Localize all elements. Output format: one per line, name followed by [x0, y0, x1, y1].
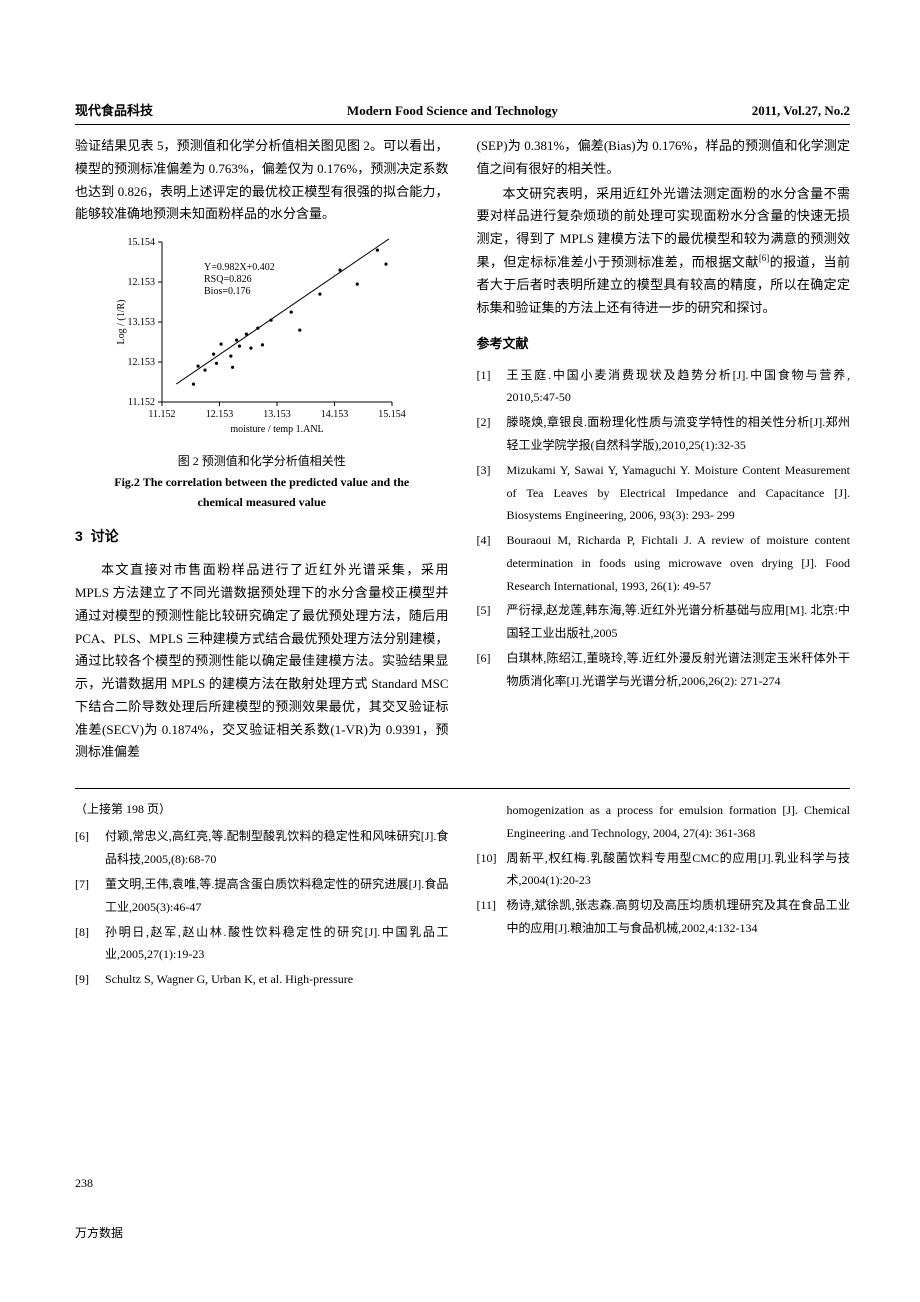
ref-text: Schultz S, Wagner G, Urban K, et al. Hig…: [105, 968, 449, 991]
ref-number: [2]: [477, 411, 507, 457]
reference-item: [8]孙明日,赵军,赵山林.酸性饮料稳定性的研究[J].中国乳品工业,2005,…: [75, 921, 449, 967]
running-header: 现代食品科技 Modern Food Science and Technolog…: [75, 100, 850, 125]
reference-item: [3]Mizukami Y, Sawai Y, Yamaguchi Y. Moi…: [477, 459, 851, 527]
reference-item: [9]Schultz S, Wagner G, Urban K, et al. …: [75, 968, 449, 991]
discussion-p1: 本文直接对市售面粉样品进行了近红外光谱采集，采用 MPLS 方法建立了不同光谱数…: [75, 559, 449, 764]
main-columns: 验证结果见表 5，预测值和化学分析值相关图见图 2。可以看出，模型的预测标准偏差…: [75, 135, 850, 766]
section-divider: [75, 788, 850, 789]
ref-text: 付颖,常忠义,高红亮,等.配制型酸乳饮料的稳定性和风味研究[J].食品科技,20…: [105, 825, 449, 871]
ref-text: Mizukami Y, Sawai Y, Yamaguchi Y. Moistu…: [507, 459, 851, 527]
ref-text: homogenization as a process for emulsion…: [507, 799, 851, 845]
svg-text:Y=0.982X+0.402: Y=0.982X+0.402: [204, 262, 275, 273]
references-list: [1]王玉庭.中国小麦消费现状及趋势分析[J].中国食物与营养, 2010,5:…: [477, 364, 851, 693]
ref-number: [7]: [75, 873, 105, 919]
ref-text: 杨诗,斌徐凯,张志森.高剪切及高压均质机理研究及其在食品工业中的应用[J].粮油…: [507, 894, 851, 940]
svg-text:15.154: 15.154: [378, 409, 406, 420]
para-cont: 验证结果见表 5，预测值和化学分析值相关图见图 2。可以看出，模型的预测标准偏差…: [75, 135, 449, 226]
continued-refs-right: homogenization as a process for emulsion…: [477, 799, 851, 940]
journal-name-en: Modern Food Science and Technology: [347, 100, 558, 122]
svg-text:12.153: 12.153: [206, 409, 234, 420]
right-p1: (SEP)为 0.381%，偏差(Bias)为 0.176%，样品的预测值和化学…: [477, 135, 851, 181]
svg-text:Log / (1/R): Log / (1/R): [116, 300, 127, 345]
ref-number: [5]: [477, 599, 507, 645]
svg-text:RSQ=0.826: RSQ=0.826: [204, 274, 252, 285]
ref-number: [9]: [75, 968, 105, 991]
ref-text: 王玉庭.中国小麦消费现状及趋势分析[J].中国食物与营养, 2010,5:47-…: [507, 364, 851, 410]
right-p2: 本文研究表明，采用近红外光谱法测定面粉的水分含量不需要对样品进行复杂烦琐的前处理…: [477, 183, 851, 320]
fig2-caption-en-1: Fig.2 The correlation between the predic…: [75, 473, 449, 491]
svg-text:13.153: 13.153: [127, 317, 155, 328]
page-number: 238: [75, 1176, 93, 1190]
svg-text:Bios=0.176: Bios=0.176: [204, 286, 250, 297]
ref-text: 白琪林,陈绍江,董晓玲,等.近红外漫反射光谱法测定玉米秆体外干物质消化率[J].…: [507, 647, 851, 693]
ref-number: [1]: [477, 364, 507, 410]
section-num: 3: [75, 528, 83, 544]
reference-item: [1]王玉庭.中国小麦消费现状及趋势分析[J].中国食物与营养, 2010,5:…: [477, 364, 851, 410]
svg-text:11.152: 11.152: [128, 397, 155, 408]
scatter-chart: 11.152 12.153 13.153 14.153 15.154 11.152 12.1…: [112, 232, 412, 447]
section-title: 讨论: [91, 528, 119, 544]
svg-text:12.153: 12.153: [127, 277, 155, 288]
reference-item: [4]Bouraoui M, Richarda P, Fichtali J. A…: [477, 529, 851, 597]
journal-name-cn: 现代食品科技: [75, 100, 153, 122]
ref6-sup: [6]: [759, 253, 770, 263]
ref-number: [11]: [477, 894, 507, 940]
ref-number: [4]: [477, 529, 507, 597]
figure-2: 11.152 12.153 13.153 14.153 15.154 11.152 12.1…: [75, 232, 449, 511]
section-3-heading: 3 讨论: [75, 525, 449, 549]
ref-number: [3]: [477, 459, 507, 527]
ref-number: [6]: [75, 825, 105, 871]
svg-text:12.153: 12.153: [127, 357, 155, 368]
page-footer: 238: [75, 1173, 850, 1193]
references-heading: 参考文献: [477, 333, 851, 355]
ref-text: 滕晓焕,章银良.面粉理化性质与流变学特性的相关性分析[J].郑州轻工业学院学报(…: [507, 411, 851, 457]
svg-text:15.154: 15.154: [127, 237, 155, 248]
fig2-caption-cn: 图 2 预测值和化学分析值相关性: [75, 451, 449, 471]
cont-right-column: homogenization as a process for emulsion…: [477, 799, 851, 993]
continued-columns: （上接第 198 页） [6]付颖,常忠义,高红亮,等.配制型酸乳饮料的稳定性和…: [75, 799, 850, 993]
reference-item: [7]董文明,王伟,袁唯,等.提高含蛋白质饮料稳定性的研究进展[J].食品工业,…: [75, 873, 449, 919]
svg-text:13.153: 13.153: [263, 409, 291, 420]
reference-item: [11]杨诗,斌徐凯,张志森.高剪切及高压均质机理研究及其在食品工业中的应用[J…: [477, 894, 851, 940]
continued-refs-left: [6]付颖,常忠义,高红亮,等.配制型酸乳饮料的稳定性和风味研究[J].食品科技…: [75, 825, 449, 991]
ref-text: 严衍禄,赵龙莲,韩东海,等.近红外光谱分析基础与应用[M]. 北京:中国轻工业出…: [507, 599, 851, 645]
watermark: 万方数据: [75, 1223, 850, 1243]
reference-item: homogenization as a process for emulsion…: [477, 799, 851, 845]
svg-text:11.152: 11.152: [148, 409, 175, 420]
ref-number: [10]: [477, 847, 507, 893]
left-column: 验证结果见表 5，预测值和化学分析值相关图见图 2。可以看出，模型的预测标准偏差…: [75, 135, 449, 766]
continued-note: （上接第 198 页）: [75, 799, 449, 819]
svg-text:moisture / temp 1.ANL: moisture / temp 1.ANL: [230, 424, 323, 435]
reference-item: [5]严衍禄,赵龙莲,韩东海,等.近红外光谱分析基础与应用[M]. 北京:中国轻…: [477, 599, 851, 645]
reference-item: [2]滕晓焕,章银良.面粉理化性质与流变学特性的相关性分析[J].郑州轻工业学院…: [477, 411, 851, 457]
ref-text: Bouraoui M, Richarda P, Fichtali J. A re…: [507, 529, 851, 597]
ref-number: [477, 799, 507, 845]
reference-item: [6]付颖,常忠义,高红亮,等.配制型酸乳饮料的稳定性和风味研究[J].食品科技…: [75, 825, 449, 871]
cont-left-column: （上接第 198 页） [6]付颖,常忠义,高红亮,等.配制型酸乳饮料的稳定性和…: [75, 799, 449, 993]
ref-text: 董文明,王伟,袁唯,等.提高含蛋白质饮料稳定性的研究进展[J].食品工业,200…: [105, 873, 449, 919]
reference-item: [10]周新平,权红梅.乳酸菌饮料专用型CMC的应用[J].乳业科学与技术,20…: [477, 847, 851, 893]
fig2-caption-en-2: chemical measured value: [75, 493, 449, 511]
ref-number: [6]: [477, 647, 507, 693]
ref-number: [8]: [75, 921, 105, 967]
issue-info: 2011, Vol.27, No.2: [752, 100, 850, 122]
ref-text: 周新平,权红梅.乳酸菌饮料专用型CMC的应用[J].乳业科学与技术,2004(1…: [507, 847, 851, 893]
ref-text: 孙明日,赵军,赵山林.酸性饮料稳定性的研究[J].中国乳品工业,2005,27(…: [105, 921, 449, 967]
reference-item: [6]白琪林,陈绍江,董晓玲,等.近红外漫反射光谱法测定玉米秆体外干物质消化率[…: [477, 647, 851, 693]
right-column: (SEP)为 0.381%，偏差(Bias)为 0.176%，样品的预测值和化学…: [477, 135, 851, 766]
svg-text:14.153: 14.153: [320, 409, 348, 420]
